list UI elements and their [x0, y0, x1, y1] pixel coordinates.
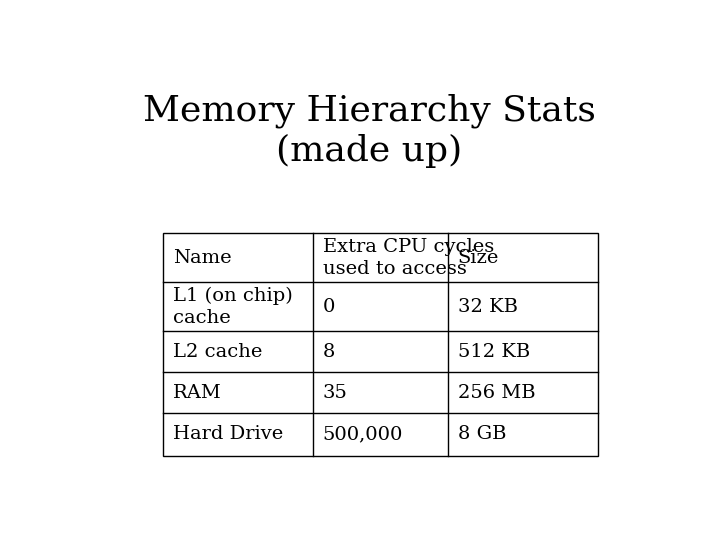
Text: 8: 8 — [323, 343, 335, 361]
Text: Memory Hierarchy Stats
(made up): Memory Hierarchy Stats (made up) — [143, 94, 595, 168]
Text: 0: 0 — [323, 298, 335, 315]
Text: 512 KB: 512 KB — [458, 343, 530, 361]
Bar — [163, 233, 598, 456]
Text: RAM: RAM — [173, 384, 221, 402]
Text: 32 KB: 32 KB — [458, 298, 518, 315]
Text: L2 cache: L2 cache — [173, 343, 262, 361]
Text: Extra CPU cycles
used to access: Extra CPU cycles used to access — [323, 238, 494, 278]
Text: Hard Drive: Hard Drive — [173, 425, 283, 443]
Text: L1 (on chip)
cache: L1 (on chip) cache — [173, 286, 292, 327]
Text: Size: Size — [458, 248, 499, 267]
Text: 8 GB: 8 GB — [458, 425, 506, 443]
Text: 256 MB: 256 MB — [458, 384, 535, 402]
Text: 500,000: 500,000 — [323, 425, 403, 443]
Text: Name: Name — [173, 248, 231, 267]
Text: 35: 35 — [323, 384, 348, 402]
